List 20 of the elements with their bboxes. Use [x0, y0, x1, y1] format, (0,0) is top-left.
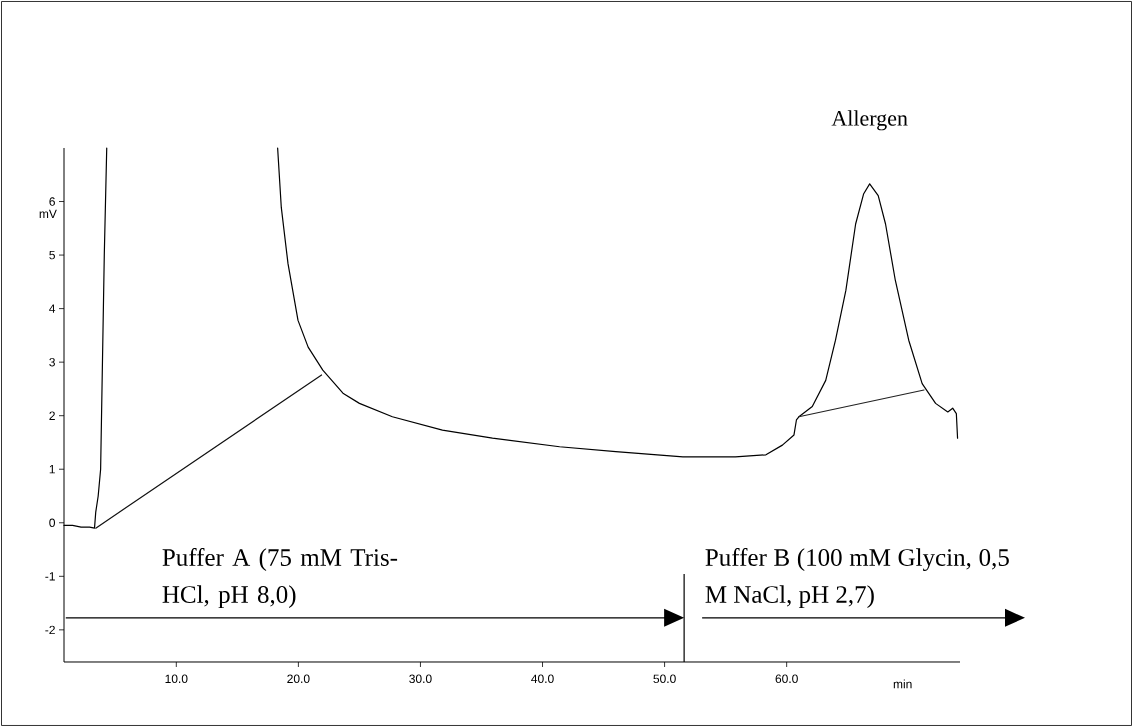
y-tick-label: 0	[49, 518, 56, 528]
annotation: Puffer A (75 mM Tris-HCl, pH 8,0)	[162, 548, 398, 608]
x-tick-label: 30.0	[409, 674, 432, 684]
y-tick-label: 4	[49, 304, 56, 313]
y-tick-label: 6	[49, 197, 55, 206]
y-axis-title: mV	[39, 209, 57, 218]
x-tick-label: 50.0	[653, 674, 676, 684]
annotation: Puffer B (100 mM Glycin, 0,5 M NaCl, pH 2,7)	[705, 548, 1009, 608]
x-tick-label: 10.0	[165, 674, 188, 684]
x-tick-label: 40.0	[531, 674, 554, 684]
x-tick-label: 60.0	[775, 674, 798, 684]
y-tick-label: 3	[49, 357, 55, 367]
y-tick-label: 5	[49, 250, 55, 260]
x-axis-title: min	[893, 679, 912, 689]
y-tick-label: 2	[49, 411, 55, 420]
y-tick-label: -1	[45, 572, 55, 581]
y-tick-label: -2	[45, 625, 55, 635]
x-tick-label: 20.0	[287, 674, 310, 684]
annotation: Allergen	[831, 110, 908, 131]
y-tick-label: 1	[49, 465, 55, 474]
